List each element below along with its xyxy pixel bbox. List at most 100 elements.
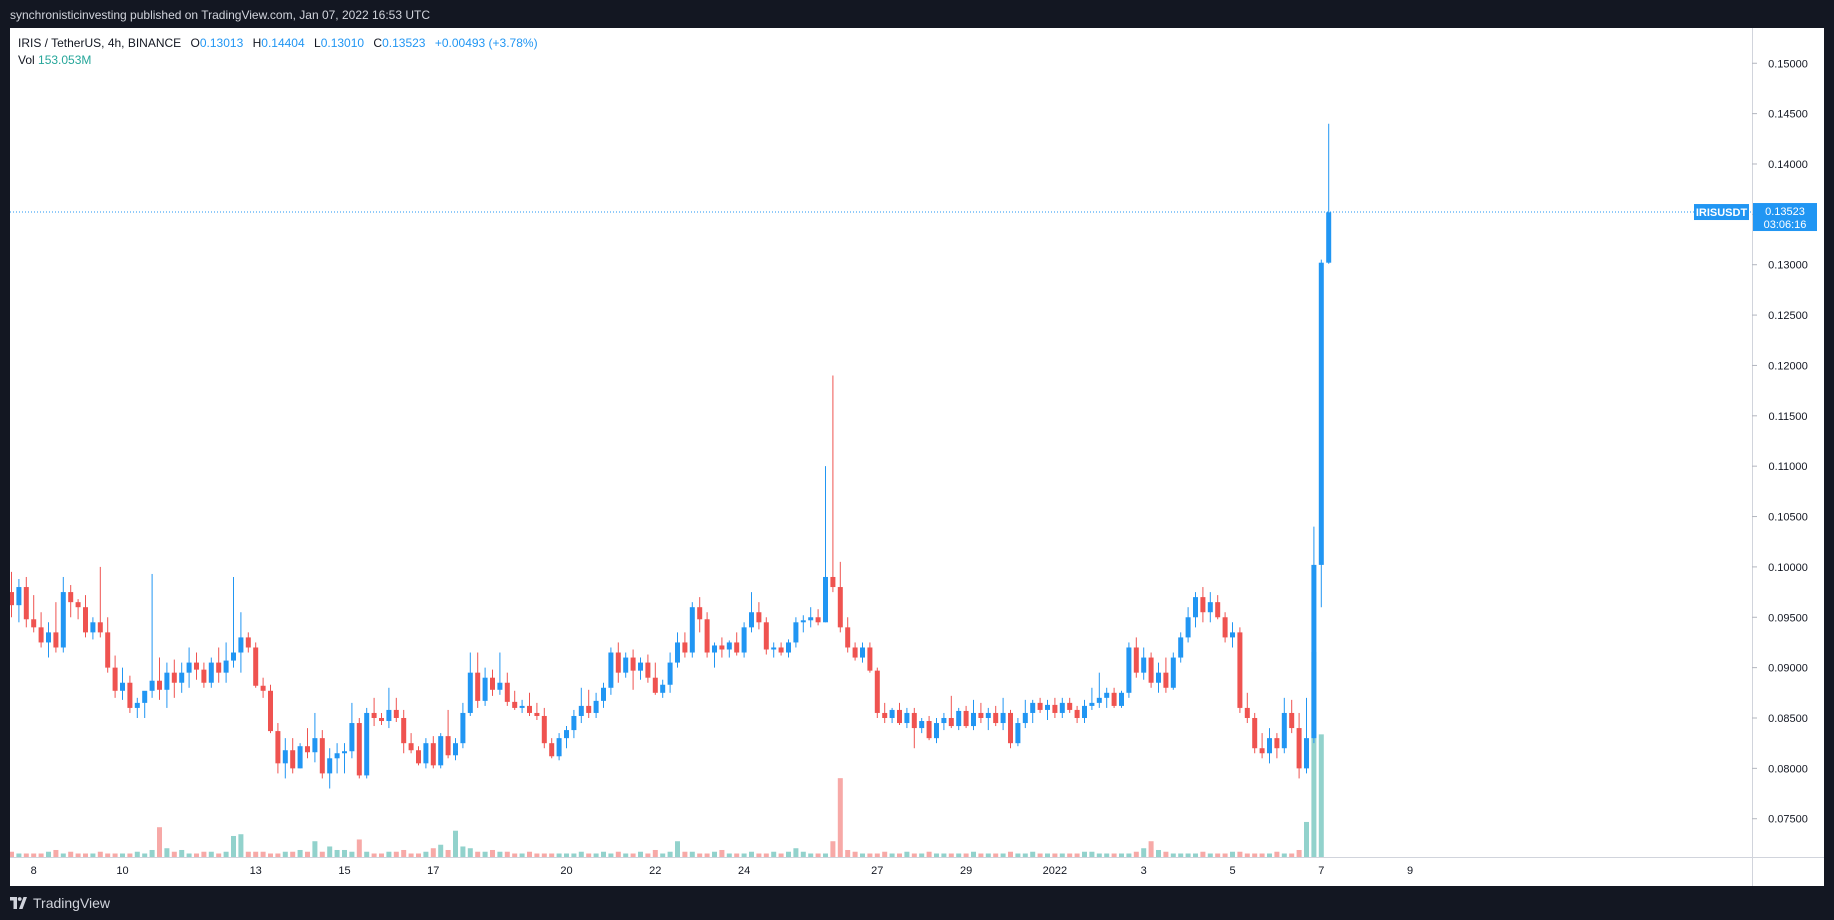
candle[interactable]	[830, 375, 836, 593]
candle[interactable]	[1156, 662, 1161, 693]
candle[interactable]	[667, 652, 673, 693]
candle[interactable]	[105, 617, 111, 673]
candle[interactable]	[1104, 687, 1110, 708]
candle[interactable]	[564, 726, 569, 749]
candle[interactable]	[157, 657, 162, 700]
candle[interactable]	[978, 702, 984, 724]
candle[interactable]	[712, 642, 717, 668]
candle[interactable]	[608, 647, 614, 695]
candle[interactable]	[911, 707, 917, 749]
candle[interactable]	[867, 642, 873, 673]
candle[interactable]	[1259, 733, 1265, 759]
candle[interactable]	[763, 617, 769, 655]
candle[interactable]	[993, 705, 999, 727]
candle[interactable]	[1126, 642, 1132, 698]
candle[interactable]	[926, 715, 932, 741]
candle[interactable]	[1052, 697, 1058, 718]
candle[interactable]	[675, 632, 680, 668]
candle[interactable]	[534, 702, 540, 721]
candle[interactable]	[416, 746, 421, 766]
candle[interactable]	[1141, 647, 1147, 680]
candle[interactable]	[756, 602, 762, 630]
candle[interactable]	[1326, 123, 1332, 264]
candle[interactable]	[1008, 709, 1013, 749]
candle[interactable]	[482, 667, 488, 706]
candle[interactable]	[941, 712, 947, 731]
candle[interactable]	[260, 677, 266, 698]
candle[interactable]	[638, 657, 643, 680]
candle[interactable]	[1148, 652, 1154, 688]
candle[interactable]	[1015, 717, 1021, 747]
candle[interactable]	[815, 609, 821, 626]
candle[interactable]	[601, 682, 606, 708]
candle[interactable]	[1318, 259, 1324, 608]
candle[interactable]	[549, 738, 555, 759]
candle[interactable]	[1133, 637, 1139, 678]
candle[interactable]	[445, 709, 451, 759]
candle[interactable]	[83, 595, 88, 638]
candle[interactable]	[1022, 699, 1028, 729]
candle[interactable]	[401, 709, 407, 754]
candle[interactable]	[408, 733, 414, 754]
candle[interactable]	[1311, 526, 1317, 744]
candle[interactable]	[53, 602, 59, 653]
candle[interactable]	[623, 652, 629, 678]
candle[interactable]	[1163, 657, 1169, 693]
candle[interactable]	[194, 652, 199, 680]
candle[interactable]	[771, 642, 777, 658]
candle[interactable]	[985, 707, 991, 731]
candle[interactable]	[1252, 712, 1258, 754]
candle[interactable]	[275, 723, 281, 774]
candle[interactable]	[297, 743, 303, 769]
candle[interactable]	[615, 642, 621, 683]
candle[interactable]	[371, 697, 377, 727]
candle[interactable]	[726, 640, 732, 658]
candle[interactable]	[238, 612, 244, 673]
candle[interactable]	[845, 617, 851, 653]
candle[interactable]	[1185, 607, 1191, 643]
candle[interactable]	[319, 730, 325, 779]
candle[interactable]	[741, 622, 747, 658]
candle[interactable]	[778, 642, 784, 656]
candle[interactable]	[497, 652, 503, 695]
candle[interactable]	[356, 717, 362, 779]
candle[interactable]	[16, 578, 22, 623]
candle[interactable]	[127, 675, 133, 713]
candle[interactable]	[1000, 697, 1006, 731]
candle[interactable]	[349, 702, 355, 759]
candle[interactable]	[201, 662, 207, 688]
candle[interactable]	[327, 748, 333, 789]
candle[interactable]	[134, 697, 140, 718]
candle[interactable]	[208, 657, 214, 688]
tradingview-logo[interactable]: TradingView	[10, 895, 110, 911]
candle[interactable]	[149, 573, 155, 698]
candle[interactable]	[1193, 592, 1198, 628]
candle[interactable]	[112, 655, 118, 698]
candle[interactable]	[1274, 733, 1280, 759]
candle[interactable]	[704, 612, 710, 658]
candle[interactable]	[282, 738, 288, 779]
candle[interactable]	[90, 617, 96, 640]
candle[interactable]	[800, 615, 806, 633]
candle[interactable]	[874, 667, 880, 718]
candle[interactable]	[475, 652, 481, 708]
candle[interactable]	[467, 652, 473, 716]
candlestick-chart[interactable]: 0.150000.145000.140000.135000.130000.125…	[10, 28, 1824, 886]
candle[interactable]	[438, 733, 444, 769]
candle[interactable]	[460, 702, 466, 749]
candle[interactable]	[504, 672, 510, 706]
candle[interactable]	[860, 642, 865, 663]
candle[interactable]	[786, 639, 791, 658]
candle[interactable]	[1296, 712, 1302, 779]
candle[interactable]	[571, 709, 577, 739]
candle[interactable]	[1082, 699, 1087, 724]
candle[interactable]	[889, 707, 895, 724]
candle[interactable]	[1067, 697, 1073, 713]
candle[interactable]	[1178, 632, 1184, 663]
candle[interactable]	[1304, 697, 1309, 774]
candle[interactable]	[290, 738, 296, 774]
candle[interactable]	[97, 566, 103, 638]
candle[interactable]	[919, 717, 925, 734]
candle[interactable]	[142, 690, 148, 718]
candle[interactable]	[645, 654, 651, 683]
